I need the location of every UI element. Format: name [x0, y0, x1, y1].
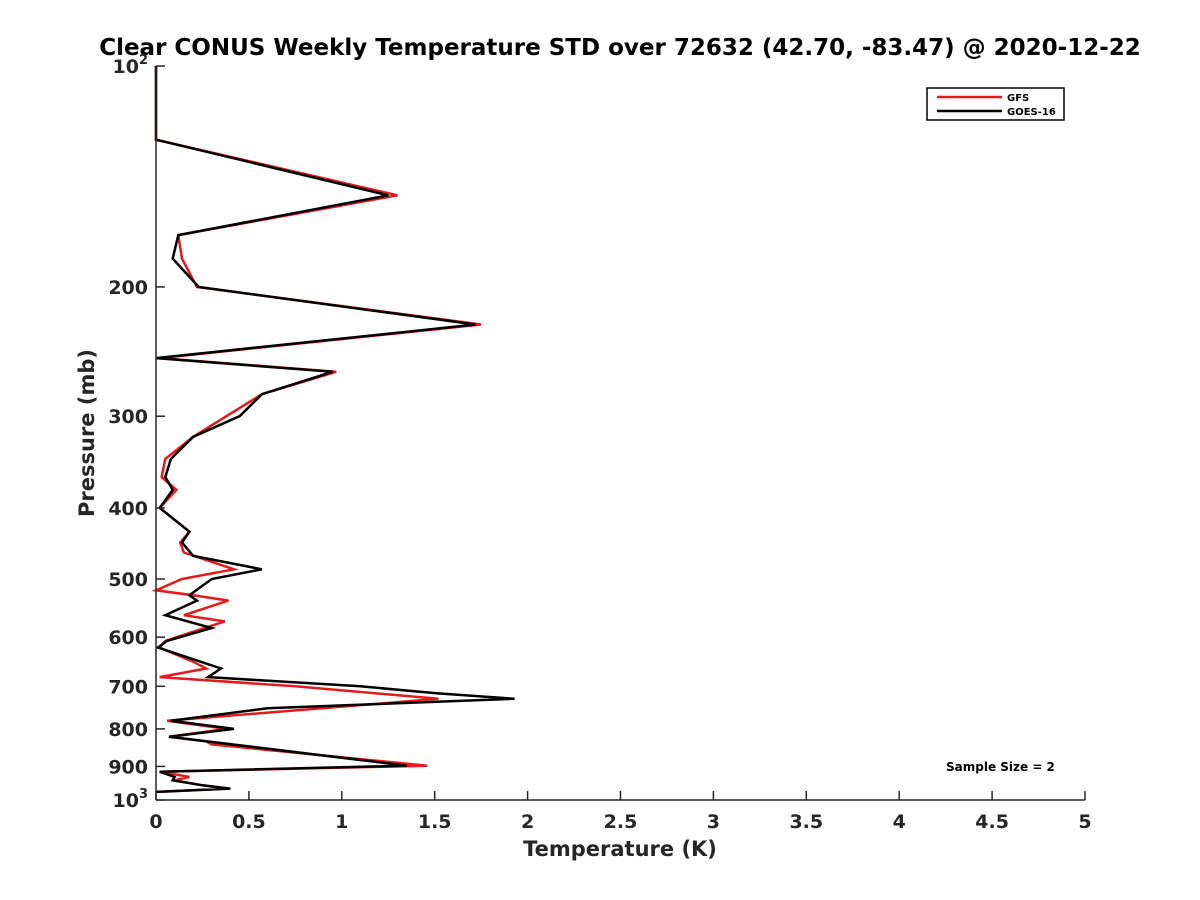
y-tick-label: 300	[108, 406, 148, 428]
x-tick-label: 4.5	[975, 811, 1009, 833]
series-layer	[151, 66, 515, 794]
legend-label-gfs: GFS	[1007, 93, 1029, 104]
x-tick-label: 2.5	[604, 811, 638, 833]
series-line-goes-16	[154, 66, 515, 794]
y-tick-label: 900	[108, 756, 148, 778]
chart-title: Clear CONUS Weekly Temperature STD over …	[99, 35, 1141, 61]
y-tick-label: 800	[108, 719, 148, 741]
y-tick-label: 200	[108, 277, 148, 299]
y-tick-exponent: 3	[139, 787, 148, 802]
y-tick-label: 600	[108, 627, 148, 649]
x-tick-label: 3	[707, 811, 720, 833]
x-tick-label: 0.5	[232, 811, 266, 833]
legend-label-goes16: GOES-16	[1007, 107, 1056, 118]
y-tick-label: 500	[108, 569, 148, 591]
y-tick-exponent: 2	[139, 53, 148, 68]
sample-size-annotation: Sample Size = 2	[946, 760, 1055, 774]
x-tick-label: 1	[335, 811, 348, 833]
y-tick-label: 700	[108, 676, 148, 698]
plot-background	[156, 66, 1085, 800]
y-axis-ticks: 102 200 300 400 500 600 700 800 900 103	[108, 53, 165, 812]
x-axis-label: Temperature (K)	[523, 837, 717, 861]
legend: GFS GOES-16	[926, 87, 1065, 121]
y-axis-label: Pressure (mb)	[75, 349, 99, 517]
x-tick-label: 3.5	[789, 811, 823, 833]
y-tick-label: 400	[108, 498, 148, 520]
x-axis-ticks: 0 0.5 1 1.5 2 2.5 3 3.5 4 4.5 5	[149, 791, 1092, 833]
x-tick-label: 0	[149, 811, 162, 833]
x-tick-label: 4	[893, 811, 906, 833]
x-tick-label: 1.5	[418, 811, 452, 833]
x-tick-label: 5	[1078, 811, 1091, 833]
plot-area: 0 0.5 1 1.5 2 2.5 3 3.5 4 4.5 5 102 200 300 400 500 600…	[108, 53, 1091, 833]
legend-box	[926, 87, 1065, 121]
y-tick-label: 103	[113, 787, 149, 812]
y-tick-label: 102	[113, 53, 149, 78]
x-tick-label: 2	[521, 811, 534, 833]
